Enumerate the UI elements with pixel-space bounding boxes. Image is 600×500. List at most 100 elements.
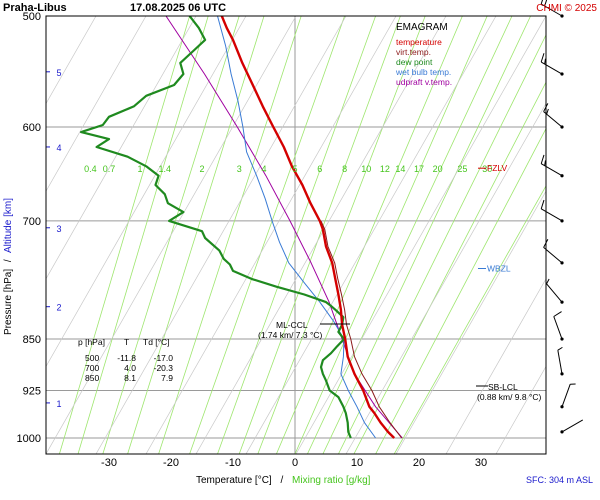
surface-elevation: SFC: 304 m ASL [526, 475, 593, 485]
sb-lcl-value: (0.88 km/ 9.8 °C) [477, 392, 542, 402]
x-axis-title: Temperature [°C] / Mixing ratio [g/kg] [196, 475, 371, 486]
temperature-tick-label: 0 [292, 457, 298, 469]
sounding-table: p [hPa] T Td [°C] 500 -11.8 -17.0 700 4.… [78, 337, 173, 383]
mixing-ratio-label: 8 [342, 164, 347, 174]
station-title: Praha-Libus [3, 2, 67, 14]
temperature-tick-label: 20 [413, 457, 425, 469]
table-cell: 700 [85, 363, 99, 373]
updraft-series-line [165, 16, 403, 439]
temperature-tick-label: 10 [351, 457, 363, 469]
fzlv-label: FZLV [487, 163, 507, 173]
y-axis-title: Pressure [hPa] / Altitude [km] [3, 198, 14, 335]
legend-temperature: temperature [396, 37, 442, 47]
pressure-tick-label: 925 [23, 386, 41, 398]
dry-adiabat-line [345, 102, 546, 454]
pressure-tick-label: 500 [23, 11, 41, 23]
table-cell: 4.0 [124, 363, 136, 373]
mixing-ratio-line [375, 127, 546, 454]
x-axis-title-sep: / [280, 475, 283, 486]
legend-dew-point: dew point [396, 57, 433, 67]
dry-adiabat-line [46, 16, 197, 280]
dry-adiabat-line [46, 16, 97, 105]
dew-point-series-line [80, 16, 352, 439]
table-cell: -17.0 [154, 353, 174, 363]
altitude-tick-label: 2 [56, 303, 61, 313]
mixing-ratio-label: 1.4 [159, 164, 172, 174]
temperature-tick-label: 30 [475, 457, 487, 469]
wind-barb-layer [540, 0, 584, 434]
wind-barb [540, 53, 564, 76]
credit-text: CHMI © 2025 [536, 3, 597, 14]
table-cell: 7.9 [161, 373, 173, 383]
datetime-title: 17.08.2025 06 UTC [130, 2, 226, 14]
temperature-series-line [220, 16, 396, 439]
altitude-tick-label: 4 [56, 143, 61, 153]
wind-barb [543, 239, 564, 265]
sb-lcl-label: SB-LCL [488, 382, 518, 392]
sb-lcl-annotation: SB-LCL (0.88 km/ 9.8 °C) [476, 382, 542, 402]
mixing-ratio-label: 14 [395, 164, 405, 174]
mixing-ratio-line [127, 16, 265, 454]
wind-barb [546, 278, 564, 304]
dry-adiabat-layer [46, 16, 546, 454]
table-header-p: p [hPa] [78, 337, 105, 347]
temperature-tick-label: -10 [225, 457, 241, 469]
table-header-td: Td [°C] [143, 337, 170, 347]
mixing-ratio-line [238, 16, 401, 454]
pressure-tick-label: 850 [23, 334, 41, 346]
wind-barb [560, 419, 584, 434]
legend-title: EMAGRAM [396, 22, 448, 33]
pressure-tick-label: 1000 [17, 433, 41, 445]
mixing-ratio-line [158, 16, 302, 454]
legend-wet-bulb: wet bulb temp. [395, 67, 451, 77]
ml-ccl-value: (1.74 km/ 7.3 °C) [258, 330, 323, 340]
wind-barb [540, 199, 564, 223]
mixing-ratio-line [393, 185, 546, 454]
dry-adiabat-line [495, 365, 546, 454]
altitude-tick-label: 5 [56, 68, 61, 78]
dry-adiabat-line [46, 16, 147, 192]
mixing-ratio-line [338, 34, 546, 454]
mixing-ratio-label: 0.7 [103, 164, 116, 174]
mixing-ratio-line [77, 16, 209, 454]
x-axis-title-mix: Mixing ratio [g/kg] [292, 475, 371, 486]
y-axis-title-sep: / [3, 259, 14, 262]
y-axis-title-pressure: Pressure [hPa] [3, 269, 14, 335]
mixing-ratio-label: 5 [292, 164, 297, 174]
wind-barb [553, 311, 564, 341]
pressure-tick-label: 700 [23, 216, 41, 228]
dry-adiabat-line [445, 278, 546, 454]
dry-adiabat-line [95, 16, 347, 454]
altitude-tick-label: 3 [56, 224, 61, 234]
mixing-ratio-label: 10 [361, 164, 371, 174]
mixing-ratio-line [257, 16, 426, 454]
mixing-ratio-label: 6 [317, 164, 322, 174]
table-cell: -11.8 [117, 353, 136, 363]
mixing-ratio-label: 25 [457, 164, 467, 174]
wind-barb [557, 346, 564, 376]
dry-adiabat-line [395, 190, 546, 454]
mixing-ratio-label: 30 [482, 164, 492, 174]
dry-adiabat-line [46, 16, 247, 368]
dry-adiabat-line [245, 16, 497, 454]
temperature-tick-label: -30 [101, 457, 117, 469]
legend-updraft: udpraft v.temp. [396, 77, 452, 87]
mixing-ratio-label: 3 [237, 164, 242, 174]
wet-bulb-series-line [217, 16, 377, 439]
dry-adiabat-line [295, 16, 546, 454]
wind-barb [543, 103, 564, 129]
table-header-t: T [124, 337, 129, 347]
mixing-ratio-line [353, 81, 546, 454]
profile-layer [80, 16, 403, 439]
mixing-ratio-label: 17 [414, 164, 424, 174]
table-cell: 500 [85, 353, 99, 363]
table-cell: 8.1 [124, 373, 136, 383]
table-cell: -20.3 [154, 363, 174, 373]
mixing-ratio-label: 20 [433, 164, 443, 174]
mixing-ratio-line [276, 16, 463, 454]
mixing-ratio-label: 2 [199, 164, 204, 174]
dry-adiabat-line [145, 16, 397, 454]
mixing-ratio-line [59, 16, 190, 454]
ml-ccl-label: ML-CCL [276, 320, 308, 330]
